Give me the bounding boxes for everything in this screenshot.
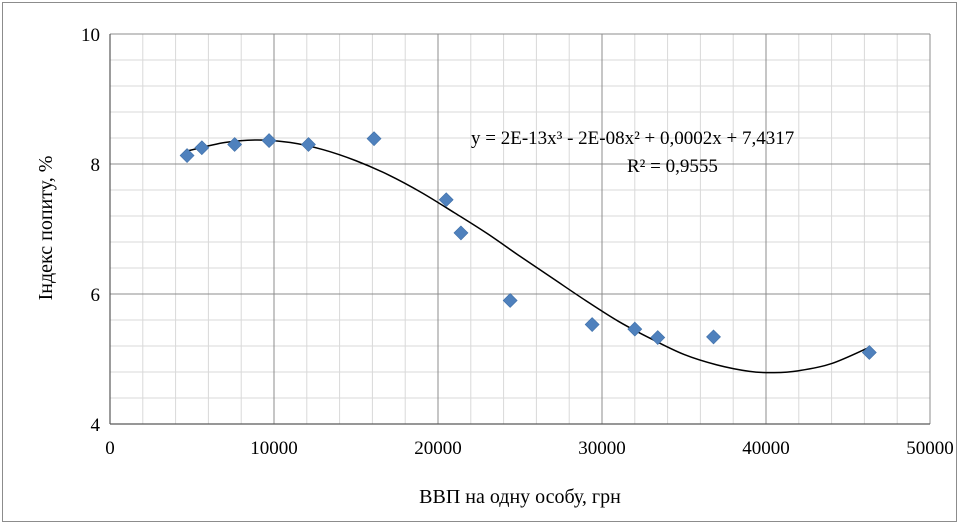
- y-axis-title: Індекс попиту, %: [35, 156, 57, 301]
- data-point: [227, 137, 243, 152]
- x-tick-label: 30000: [578, 438, 626, 459]
- tick-labels: 0 10000 20000 30000 40000 50000 4 6 8 10: [81, 25, 954, 459]
- grid-lines: [109, 33, 931, 425]
- data-point: [861, 345, 877, 360]
- data-points: [179, 131, 877, 360]
- data-point: [179, 148, 195, 163]
- x-tick-label: 10000: [250, 438, 298, 459]
- data-point: [706, 329, 721, 345]
- trendline-group: [186, 139, 870, 374]
- data-point: [194, 140, 210, 156]
- data-point: [301, 137, 316, 152]
- data-point: [261, 133, 277, 149]
- data-point: [366, 131, 382, 147]
- data-point: [650, 330, 666, 345]
- data-point: [502, 293, 518, 308]
- x-tick-label: 40000: [742, 438, 790, 459]
- y-tick-label: 10: [81, 25, 100, 46]
- y-tick-label: 8: [91, 155, 101, 176]
- y-tick-label: 4: [91, 415, 101, 436]
- x-axis-title: ВВП на одну особу, грн: [419, 486, 621, 508]
- trendline-equation: y = 2E-13x³ - 2E-08x² + 0,0002x + 7,4317: [471, 128, 794, 149]
- trendline-r2: R² = 0,9555: [627, 156, 718, 177]
- data-point: [584, 317, 600, 332]
- data-point: [627, 321, 643, 337]
- y-tick-label: 6: [91, 285, 101, 306]
- data-point: [453, 225, 469, 241]
- trendline-curve: [186, 139, 870, 374]
- x-tick-label: 20000: [414, 438, 462, 459]
- x-tick-label: 50000: [906, 438, 954, 459]
- x-tick-label: 0: [105, 438, 115, 459]
- data-point: [438, 192, 454, 208]
